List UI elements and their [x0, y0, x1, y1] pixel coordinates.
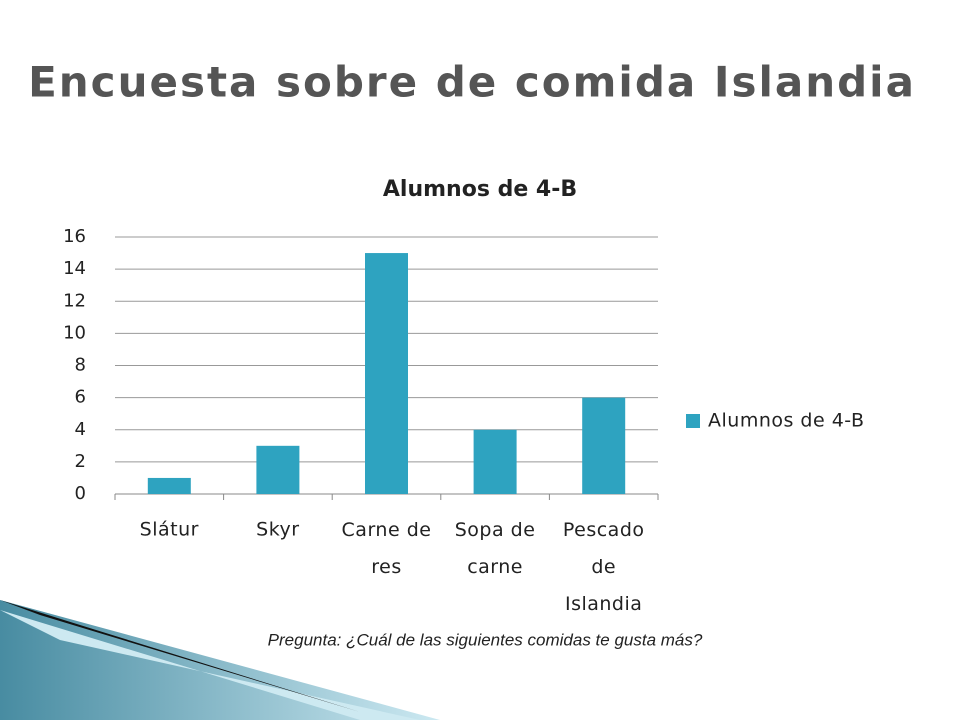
- x-tick-label: Pescado de Islandia: [563, 519, 645, 615]
- x-tick-label: Carne de res: [342, 519, 432, 578]
- y-tick-label: 4: [75, 419, 86, 440]
- chart-title: Alumnos de 4-B: [383, 177, 577, 202]
- caption: Pregunta: ¿Cuál de las siguientes comida…: [268, 630, 703, 649]
- y-tick-label: 16: [63, 226, 86, 247]
- y-tick-label: 10: [63, 322, 86, 343]
- y-tick-label: 8: [75, 355, 86, 376]
- bar: [365, 253, 408, 494]
- y-tick-label: 14: [63, 258, 86, 279]
- y-tick-label: 0: [75, 483, 86, 504]
- bar: [147, 477, 191, 494]
- legend-label: Alumnos de 4-B: [708, 410, 865, 432]
- y-tick-label: 2: [75, 451, 86, 472]
- slide-title: Encuesta sobre de comida Islandia: [28, 58, 916, 107]
- legend-swatch: [686, 414, 700, 428]
- bar: [582, 397, 626, 494]
- x-tick-label: Slátur: [140, 519, 199, 541]
- x-tick-label: Skyr: [256, 519, 299, 541]
- bar: [256, 445, 300, 494]
- y-tick-label: 6: [75, 387, 86, 408]
- bar: [473, 429, 517, 494]
- decoration: [0, 600, 440, 720]
- x-tick-label: Sopa de carne: [455, 519, 536, 578]
- y-tick-label: 12: [63, 290, 86, 311]
